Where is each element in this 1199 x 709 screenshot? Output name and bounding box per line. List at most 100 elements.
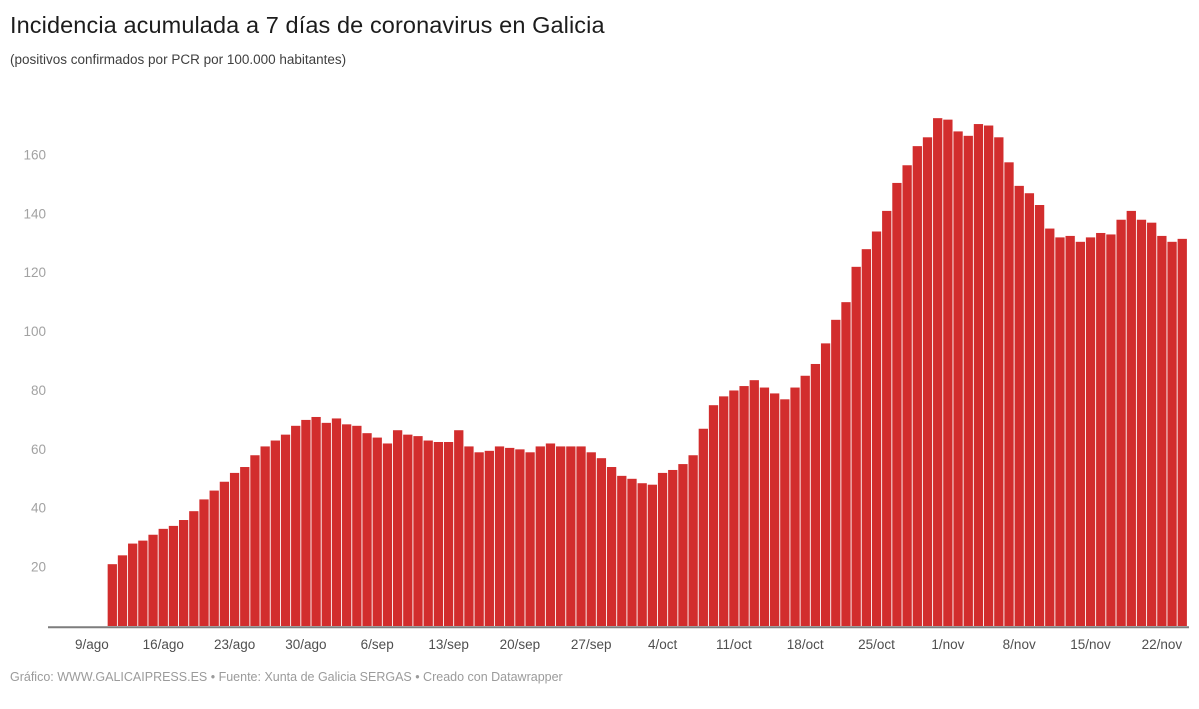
bar[interactable]: 6/oct: 55 <box>678 464 688 626</box>
bar[interactable]: 7/sep: 62 <box>382 443 393 626</box>
bar[interactable]: 1/nov: 172 <box>943 119 953 626</box>
bar[interactable]: 23/sep: 62 <box>545 443 556 626</box>
bar[interactable]: 4/oct: 52 <box>657 472 668 626</box>
bar[interactable]: 26/sep: 61 <box>576 446 586 626</box>
bar[interactable]: 8/oct: 67 <box>698 428 708 626</box>
bar[interactable]: 11/sep: 63 <box>423 440 433 626</box>
bar[interactable]: 9/sep: 65 <box>403 434 413 626</box>
bar[interactable]: 16/nov: 133.5 <box>1096 232 1106 627</box>
bar[interactable]: 28/sep: 57 <box>596 458 607 626</box>
bar[interactable]: 18/sep: 61 <box>494 446 505 626</box>
bar[interactable]: 19/sep: 60.5 <box>505 447 515 626</box>
bar[interactable]: 21/ago: 46 <box>209 490 219 626</box>
bar[interactable]: 19/ago: 39 <box>189 511 199 626</box>
bar[interactable]: 17/nov: 133 <box>1106 234 1116 626</box>
bar[interactable]: 17/oct: 81 <box>790 387 800 626</box>
bar[interactable]: 20/nov: 138 <box>1136 219 1147 627</box>
bar[interactable]: 10/oct: 78 <box>719 396 729 626</box>
bar[interactable]: 17/sep: 59.5 <box>484 450 494 626</box>
bar[interactable]: 22/nov: 132.5 <box>1157 235 1167 627</box>
bar[interactable]: 16/oct: 77 <box>780 399 790 626</box>
bar[interactable]: 25/oct: 134 <box>871 231 882 627</box>
bar[interactable]: 4/sep: 68 <box>352 425 362 626</box>
bar[interactable]: 25/ago: 58 <box>250 455 260 626</box>
bar[interactable]: 8/sep: 66.5 <box>392 430 403 626</box>
bar[interactable]: 12/oct: 81.5 <box>739 386 749 626</box>
bar[interactable]: 23/ago: 52 <box>229 472 240 626</box>
bar[interactable]: 2/nov: 168 <box>953 131 963 626</box>
bar[interactable]: 11/nov: 135 <box>1045 228 1055 626</box>
bar[interactable]: 14/ago: 29 <box>138 540 148 626</box>
bar[interactable]: 19/oct: 89 <box>810 363 821 626</box>
bar[interactable]: 29/sep: 54 <box>606 467 617 626</box>
bar[interactable]: 28/ago: 65 <box>280 434 291 626</box>
bar[interactable]: 22/ago: 49 <box>219 481 230 626</box>
bar[interactable]: 16/sep: 59 <box>474 452 484 626</box>
bar[interactable]: 3/nov: 166.5 <box>963 135 973 626</box>
bar[interactable]: 20/ago: 43 <box>199 499 209 626</box>
bar[interactable]: 13/nov: 132.5 <box>1065 235 1075 627</box>
bar[interactable]: 7/nov: 157.5 <box>1004 162 1014 626</box>
bar[interactable]: 29/ago: 68 <box>291 425 301 626</box>
bar[interactable]: 18/oct: 85 <box>800 375 810 626</box>
bar[interactable]: 24/oct: 128 <box>861 249 872 627</box>
bar[interactable]: 26/oct: 141 <box>882 210 892 626</box>
bar[interactable]: 30/ago: 70 <box>301 419 311 626</box>
bar[interactable]: 15/oct: 79 <box>770 393 780 626</box>
bar[interactable]: 31/oct: 172.5 <box>933 118 943 626</box>
bar[interactable]: 1/oct: 50 <box>627 478 637 626</box>
bar[interactable]: 7/oct: 58 <box>688 455 698 626</box>
bar[interactable]: 21/oct: 104 <box>831 319 841 626</box>
bar[interactable]: 2/oct: 48.5 <box>637 483 647 626</box>
bar[interactable]: 6/sep: 64 <box>372 437 382 626</box>
bar[interactable]: 9/oct: 75 <box>708 405 719 626</box>
bar[interactable]: 12/nov: 132 <box>1055 237 1065 626</box>
bar[interactable]: 13/ago: 28 <box>128 543 138 626</box>
bar[interactable]: 3/sep: 68.5 <box>342 424 352 626</box>
bar[interactable]: 15/nov: 132 <box>1085 237 1096 626</box>
bar[interactable]: 4/nov: 170.5 <box>973 124 984 627</box>
bar[interactable]: 6/nov: 166 <box>994 137 1004 627</box>
bar[interactable]: 17/ago: 34 <box>168 525 179 626</box>
bar[interactable]: 14/nov: 130.5 <box>1075 241 1085 626</box>
bar[interactable]: 16/ago: 33 <box>158 528 168 626</box>
bar[interactable]: 24/sep: 61 <box>556 446 566 626</box>
bar[interactable]: 28/oct: 156.5 <box>902 165 912 626</box>
bar[interactable]: 30/sep: 51 <box>617 475 627 626</box>
bar[interactable]: 23/nov: 130.5 <box>1167 241 1177 626</box>
bar[interactable]: 27/sep: 59 <box>586 452 596 626</box>
bar[interactable]: 18/nov: 138 <box>1116 219 1126 627</box>
bar[interactable]: 29/oct: 163 <box>912 146 922 626</box>
bar[interactable]: 31/ago: 71 <box>311 416 321 626</box>
bar[interactable]: 15/sep: 61 <box>464 446 474 626</box>
bar[interactable]: 5/oct: 53 <box>668 469 678 626</box>
bar[interactable]: 18/ago: 36 <box>178 520 189 626</box>
bar[interactable]: 11/oct: 80 <box>729 390 739 626</box>
bar[interactable]: 8/nov: 149.5 <box>1014 185 1024 626</box>
bar[interactable]: 5/nov: 170 <box>983 125 994 627</box>
bar[interactable]: 10/nov: 143 <box>1034 205 1045 626</box>
bar[interactable]: 20/sep: 60 <box>515 449 525 626</box>
bar[interactable]: 26/ago: 61 <box>260 446 270 626</box>
bar[interactable]: 3/oct: 48 <box>647 484 658 626</box>
bar[interactable]: 14/sep: 66.5 <box>454 430 464 626</box>
bar[interactable]: 25/sep: 61 <box>566 446 576 626</box>
bar[interactable]: 12/ago: 24 <box>117 555 128 626</box>
bar[interactable]: 5/sep: 65.5 <box>362 433 372 626</box>
bar[interactable]: 21/sep: 59 <box>525 452 535 626</box>
bar[interactable]: 24/ago: 54 <box>240 467 250 626</box>
bar[interactable]: 24/nov: 131.5 <box>1177 238 1187 627</box>
bar[interactable]: 19/nov: 141 <box>1126 210 1136 626</box>
bar[interactable]: 13/sep: 62.5 <box>443 442 454 626</box>
bar[interactable]: 9/nov: 147 <box>1024 193 1035 627</box>
bar[interactable]: 20/oct: 96 <box>820 343 831 626</box>
bar[interactable]: 1/sep: 69 <box>321 422 331 626</box>
bar[interactable]: 22/sep: 61 <box>535 446 545 626</box>
bar[interactable]: 30/oct: 166 <box>922 137 933 627</box>
bar[interactable]: 14/oct: 81 <box>759 387 770 626</box>
bar[interactable]: 12/sep: 62.5 <box>433 442 444 626</box>
bar[interactable]: 15/ago: 31 <box>148 534 158 626</box>
bar[interactable]: 13/oct: 83.5 <box>749 380 759 626</box>
bar[interactable]: 2/sep: 70.5 <box>331 418 342 626</box>
bar[interactable]: 27/ago: 63 <box>270 440 280 626</box>
